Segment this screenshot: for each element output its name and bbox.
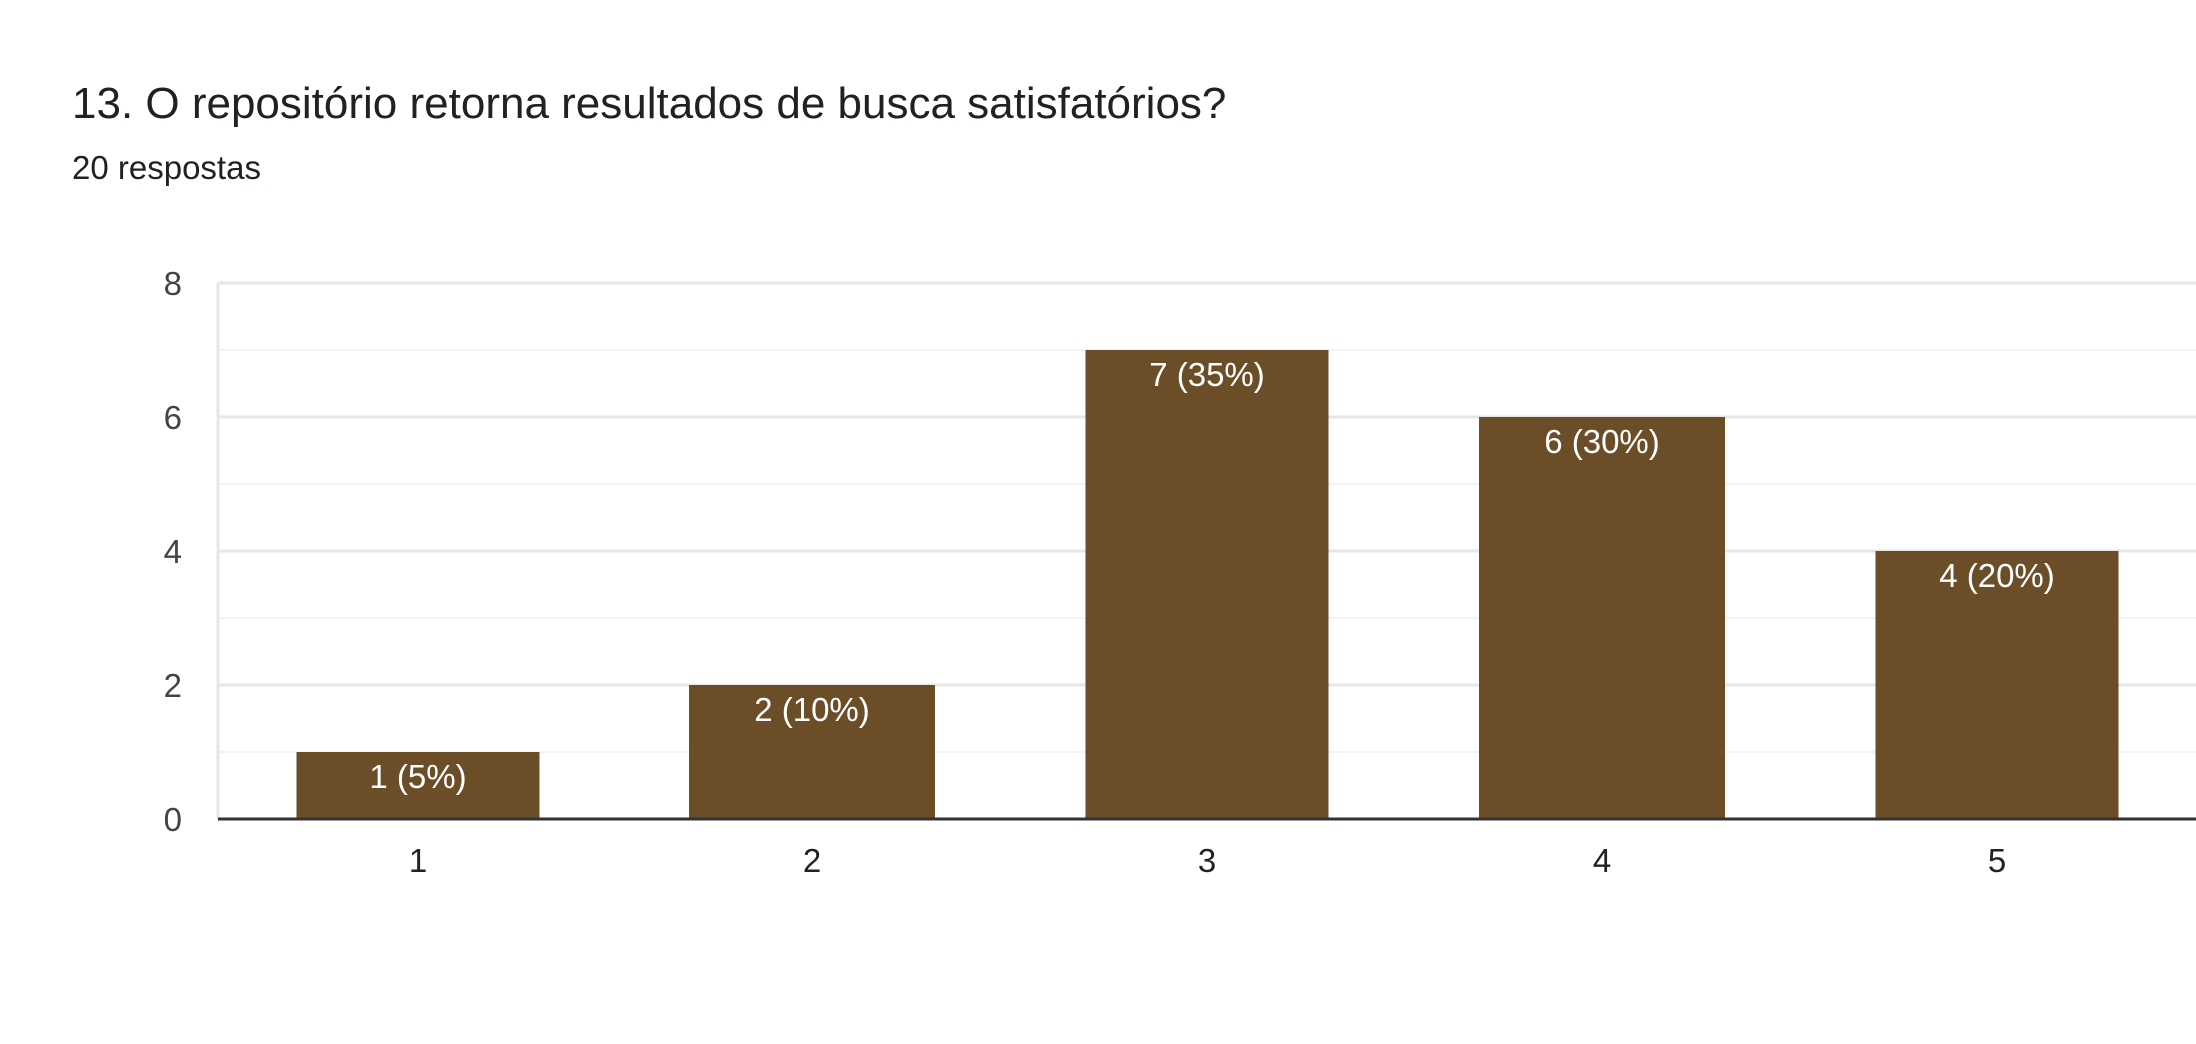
x-tick-label: 4 bbox=[1593, 842, 1611, 879]
labels: 0 2 4 6 8 1 (5%) 1 2 (10%) 2 7 (35%) 3 6 (30%) 4 4 (2… bbox=[164, 265, 2055, 879]
data-label-3: 7 (35%) bbox=[1149, 356, 1265, 393]
data-label-2: 2 (10%) bbox=[754, 691, 870, 728]
y-tick-label: 0 bbox=[164, 801, 182, 838]
y-tick-label: 8 bbox=[164, 265, 182, 302]
response-count: 20 respostas bbox=[72, 149, 261, 186]
bar-2 bbox=[689, 685, 935, 819]
x-tick-label: 2 bbox=[803, 842, 821, 879]
x-tick-label: 5 bbox=[1988, 842, 2006, 879]
data-label-5: 4 (20%) bbox=[1939, 557, 2055, 594]
bar-5 bbox=[1875, 551, 2119, 819]
question-title: 13. O repositório retorna resultados de … bbox=[72, 79, 1227, 128]
data-label-4: 6 (30%) bbox=[1544, 423, 1660, 460]
axes bbox=[216, 283, 2196, 821]
bar-3 bbox=[1085, 350, 1329, 819]
data-label-1: 1 (5%) bbox=[369, 758, 466, 795]
bar-1 bbox=[296, 752, 540, 819]
x-tick-label: 3 bbox=[1198, 842, 1216, 879]
bar-4 bbox=[1479, 417, 1725, 819]
bars bbox=[296, 350, 2119, 819]
y-tick-label: 4 bbox=[164, 533, 182, 570]
y-tick-label: 6 bbox=[164, 399, 182, 436]
y-tick-label: 2 bbox=[164, 667, 182, 704]
x-tick-label: 1 bbox=[409, 842, 427, 879]
